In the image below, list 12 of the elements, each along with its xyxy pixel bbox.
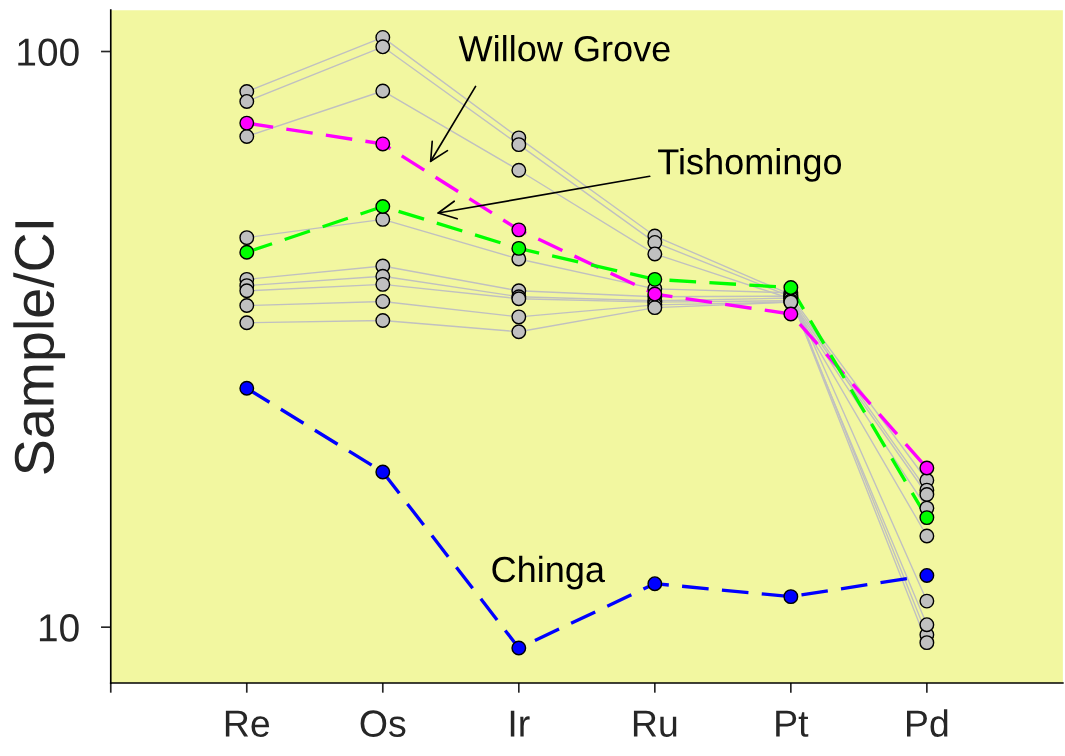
- x-tick-label: Os: [360, 710, 406, 737]
- text: Tishomingo: [658, 148, 842, 182]
- x-tick-label: Pd: [907, 709, 948, 737]
- y-axis-title: Sample/CI: [13, 221, 66, 474]
- y-tick-label: 100: [18, 38, 79, 66]
- x-tick-label: Ir: [510, 710, 530, 737]
- series-label: Chinga: [492, 555, 605, 590]
- x-tick-label: Re: [225, 710, 270, 737]
- y-tick-label: 10: [39, 614, 79, 642]
- text: Willow Grove: [458, 35, 670, 62]
- x-tick-label: Pt: [776, 710, 809, 737]
- x-tick-label: Ru: [633, 710, 677, 737]
